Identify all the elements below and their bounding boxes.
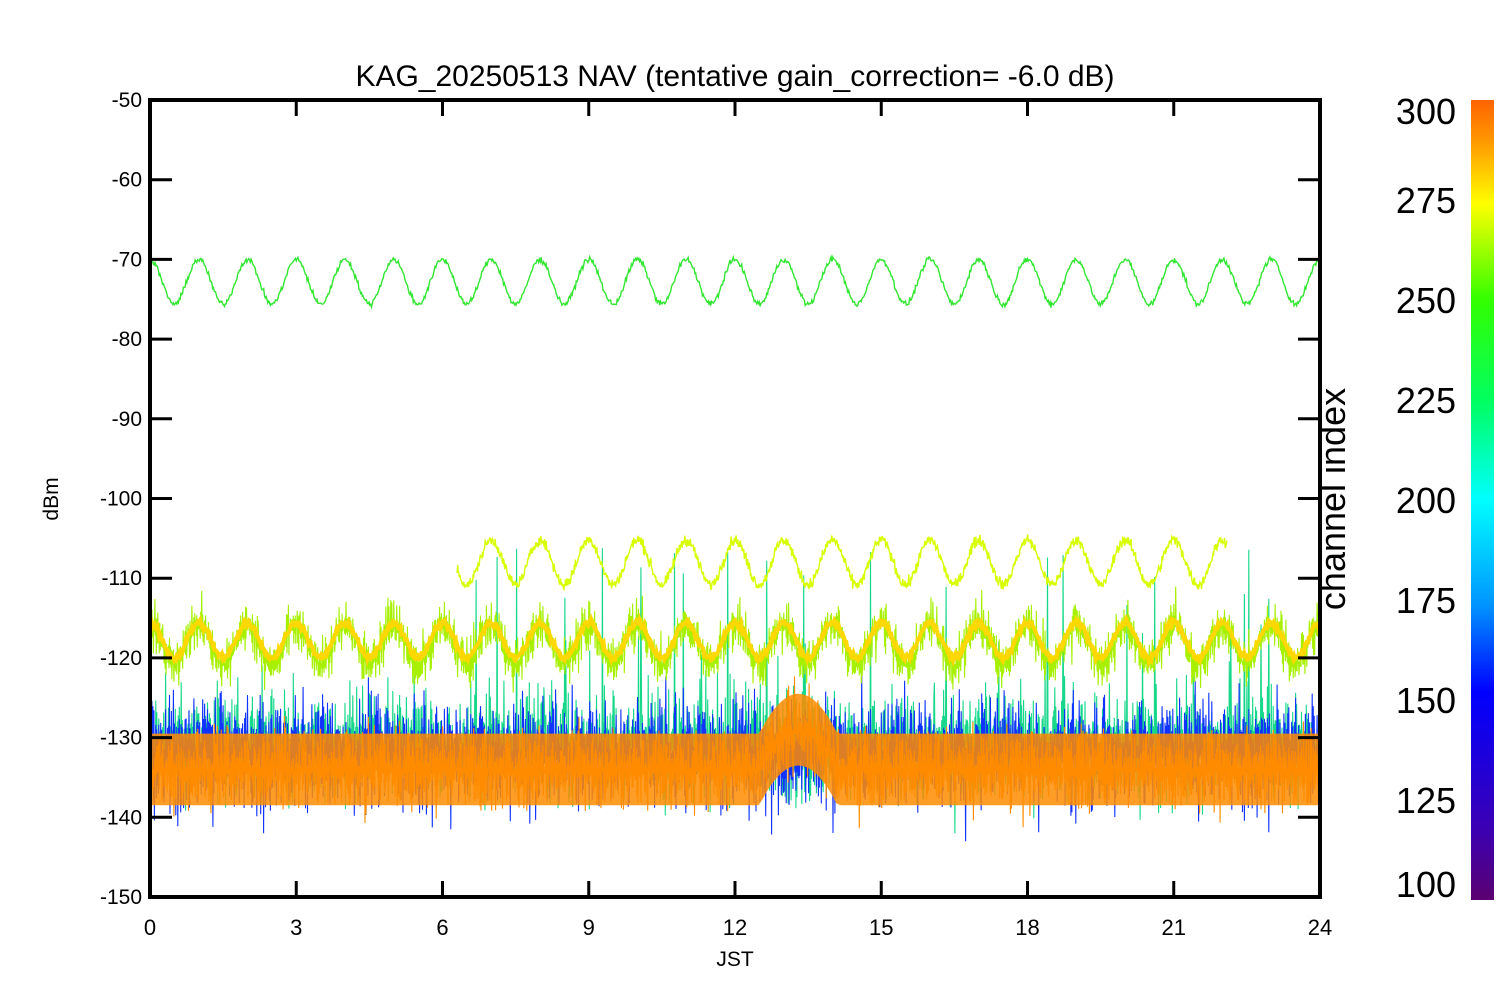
colorbar-tick-label: 150 xyxy=(1396,680,1456,721)
x-tick-label: 21 xyxy=(1162,915,1186,940)
series-band-290 xyxy=(150,693,1320,806)
x-tick-label: 15 xyxy=(869,915,893,940)
x-tick-label: 0 xyxy=(144,915,156,940)
y-tick-label: -100 xyxy=(100,488,142,511)
colorbar-tick-label: 125 xyxy=(1396,780,1456,821)
series-line-255 xyxy=(150,586,1320,693)
chart-title: KAG_20250513 NAV (tentative gain_correct… xyxy=(355,60,1114,93)
x-tick-label: 6 xyxy=(436,915,448,940)
colorbar-tick-label: 225 xyxy=(1396,380,1456,421)
series-245 xyxy=(150,254,1320,310)
y-tick-label: -50 xyxy=(112,89,142,112)
series-line-270 xyxy=(150,612,1320,669)
series-200 xyxy=(150,548,1320,834)
x-tick-label: 12 xyxy=(723,915,747,940)
series-line-200 xyxy=(150,548,1320,834)
colorbar xyxy=(1471,100,1494,900)
series-270 xyxy=(150,612,1320,669)
y-tick-label: -150 xyxy=(100,886,142,909)
y-tick-label: -60 xyxy=(112,169,142,192)
x-tick-label: 3 xyxy=(290,915,302,940)
colorbar-tick-label: 250 xyxy=(1396,280,1456,321)
x-tick-label: 18 xyxy=(1015,915,1039,940)
y-tick-label: -140 xyxy=(100,806,142,829)
colorbar-tick-label: 100 xyxy=(1396,864,1456,905)
y-tick-label: -120 xyxy=(100,647,142,670)
series-line-245 xyxy=(150,254,1320,310)
y-tick-label: -90 xyxy=(112,408,142,431)
series-255 xyxy=(150,586,1320,693)
colorbar-tick-label: 175 xyxy=(1396,580,1456,621)
series-262 xyxy=(456,534,1228,592)
series-layer xyxy=(150,254,1320,842)
series-290 xyxy=(150,676,1320,829)
y-tick-label: -110 xyxy=(102,567,142,590)
y-axis-label: dBm xyxy=(40,477,63,520)
colorbar-tick-label: 300 xyxy=(1396,91,1456,132)
x-tick-label: 9 xyxy=(583,915,595,940)
series-line-262 xyxy=(456,534,1228,592)
y-tick-label: -130 xyxy=(100,727,142,750)
ticks-layer: 0 3 6 9 12 15 18 21 24 -50 -60 -70 -80 -90 -100 -110 -12… xyxy=(100,89,1332,940)
colorbar-ticks: 300 275 250 225 200 175 150 125 100 xyxy=(1396,91,1456,905)
y-tick-label: -70 xyxy=(112,248,142,271)
y-tick-label: -80 xyxy=(112,328,142,351)
x-tick-label: 24 xyxy=(1308,915,1332,940)
colorbar-tick-label: 200 xyxy=(1396,480,1456,521)
colorbar-tick-label: 275 xyxy=(1396,180,1456,221)
x-axis-label: JST xyxy=(716,948,754,971)
colorbar-label: channel index xyxy=(1312,388,1353,610)
